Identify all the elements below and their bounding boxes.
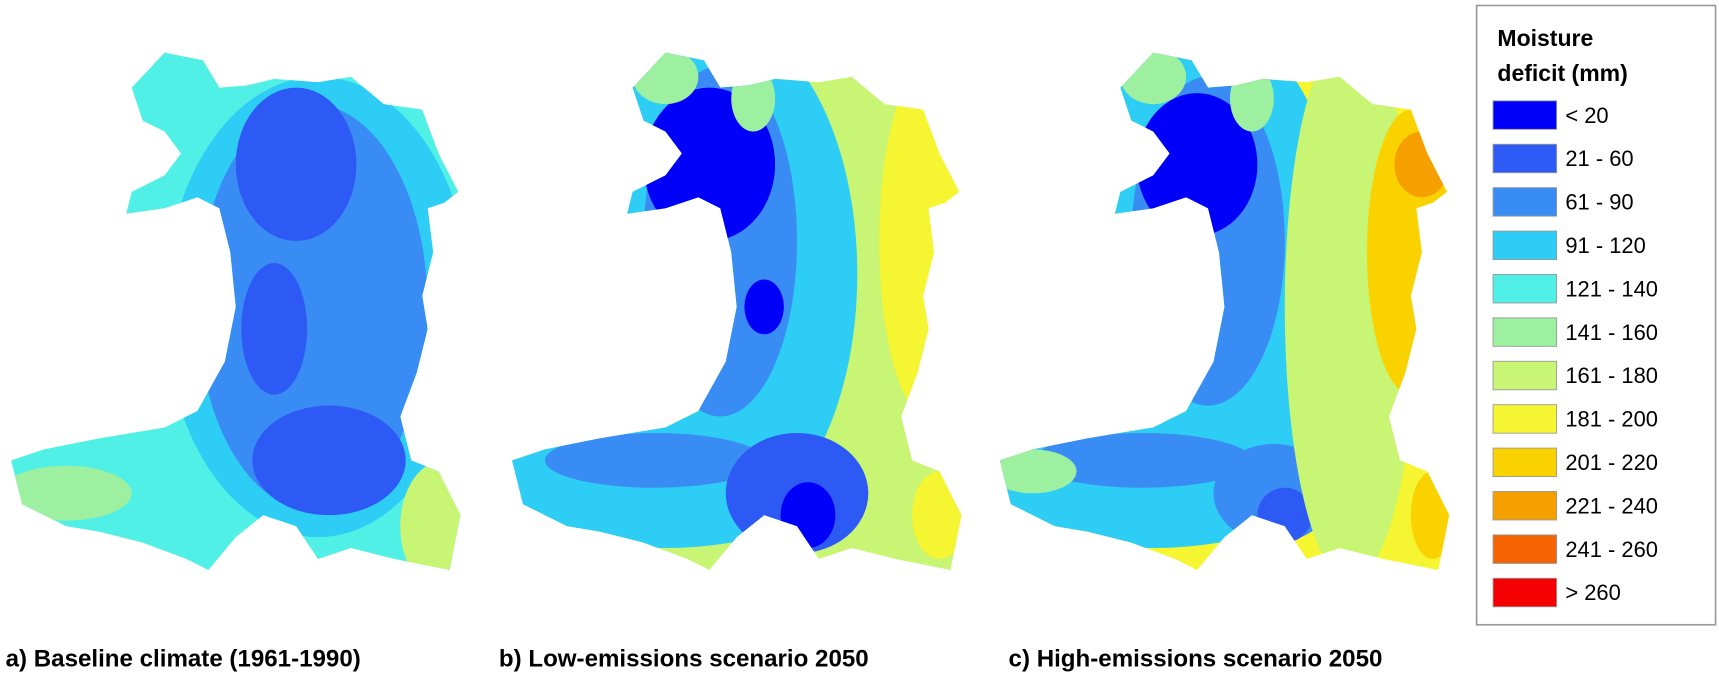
- figure: a) Baseline climate (1961-1990) b) Low-em…: [0, 0, 1719, 673]
- map-region: [912, 471, 967, 559]
- map-fill: [501, 22, 978, 581]
- legend-label: 141 - 160: [1565, 320, 1658, 345]
- map-region: [744, 280, 783, 335]
- legend-box: [1477, 5, 1716, 624]
- legend-swatch: [1493, 448, 1557, 476]
- legend-swatch: [1493, 491, 1557, 519]
- legend-label: 121 - 140: [1565, 276, 1658, 301]
- legend-label: 61 - 90: [1565, 190, 1633, 215]
- legend-title: deficit (mm): [1497, 60, 1627, 86]
- map-region: [879, 66, 978, 417]
- legend-swatch: [1493, 405, 1557, 433]
- map-region: [1120, 49, 1186, 104]
- map: [501, 22, 978, 581]
- legend-swatch: [1493, 361, 1557, 389]
- map-fill: [989, 22, 1460, 581]
- map-region: [989, 449, 1077, 493]
- map-caption: c) High-emissions scenario 2050: [1009, 645, 1383, 672]
- legend-label: 161 - 180: [1565, 363, 1658, 388]
- legend-label: 241 - 260: [1565, 537, 1658, 562]
- map-region: [1230, 66, 1274, 132]
- legend-label: 21 - 60: [1565, 146, 1633, 171]
- map-region: [241, 263, 307, 395]
- legend-swatch: [1493, 231, 1557, 259]
- map-region: [400, 460, 488, 592]
- map: [989, 22, 1460, 581]
- legend-swatch: [1493, 578, 1557, 606]
- map-region: [1411, 471, 1455, 559]
- map-region: [236, 88, 357, 241]
- legend-swatch: [1493, 144, 1557, 172]
- map-region: [781, 482, 836, 548]
- map: [0, 44, 488, 592]
- legend-swatch: [1493, 274, 1557, 302]
- legend-swatch: [1493, 188, 1557, 216]
- map-region: [0, 466, 132, 521]
- map-region: [731, 66, 775, 132]
- map-region: [252, 406, 405, 516]
- maps: a) Baseline climate (1961-1990) b) Low-em…: [0, 22, 1460, 673]
- legend-label: 181 - 200: [1565, 407, 1658, 432]
- legend-title: Moisture: [1497, 25, 1593, 51]
- map-fill: [0, 44, 488, 592]
- legend-swatch: [1493, 318, 1557, 346]
- map-region: [1394, 132, 1449, 198]
- map-region: [633, 49, 699, 104]
- map-caption: a) Baseline climate (1961-1990): [6, 645, 361, 672]
- legend-swatch: [1493, 535, 1557, 563]
- legend-label: 221 - 240: [1565, 493, 1658, 518]
- legend-label: 91 - 120: [1565, 233, 1645, 258]
- legend-label: 201 - 220: [1565, 450, 1658, 475]
- map-caption: b) Low-emissions scenario 2050: [499, 645, 869, 672]
- legend-swatch: [1493, 101, 1557, 129]
- legend-label: > 260: [1565, 580, 1620, 605]
- legend-label: < 20: [1565, 103, 1608, 128]
